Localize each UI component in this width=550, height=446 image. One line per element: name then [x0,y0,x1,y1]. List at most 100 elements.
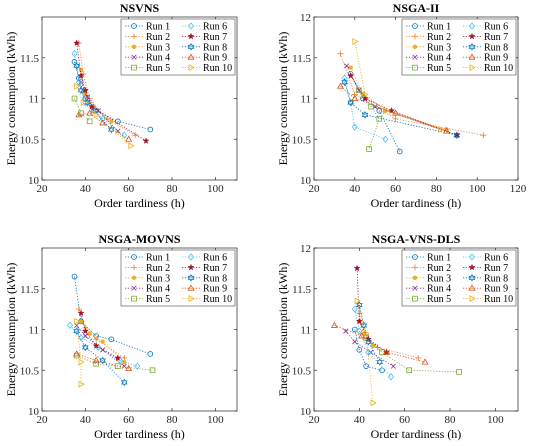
data-point [77,309,85,317]
data-point [382,135,389,143]
data-point [125,135,133,142]
legend-label: Run 5 [427,63,451,74]
data-point [421,358,429,365]
x-tick-label: 80 [431,183,443,195]
data-point [121,378,128,387]
legend-marker [131,33,137,40]
y-tick-label: 10.5 [20,134,40,146]
y-tick-label: 10 [28,175,40,187]
legend-label: Run 2 [146,263,170,274]
series-5 [356,87,383,152]
y-tick-label: 12 [300,12,311,24]
data-point [132,132,139,139]
data-point [365,337,372,346]
data-point [453,131,461,139]
series-8 [73,327,128,387]
data-point [74,317,81,325]
series-10 [354,297,377,407]
chart-panel-4: 20 40 60 80 100 10 10.5 11 11.5 12 NSGA-VNS-DLS Ord… [276,232,519,441]
legend-marker [412,254,418,260]
y-tick-label: 10 [300,175,312,187]
legend-label: Run 7 [484,32,508,43]
data-point [73,327,80,335]
data-point [122,359,127,365]
y-tick-label: 10.5 [292,134,312,146]
data-point [108,336,115,343]
data-point [86,118,93,125]
legend-label: Run 6 [484,253,508,264]
x-tick-label: 60 [123,183,135,195]
x-axis-label: Order tardiness (h) [371,427,462,441]
data-point [93,360,99,367]
data-point [376,358,384,366]
data-point [352,37,359,45]
data-point [415,355,422,362]
legend-label: Run 1 [146,253,170,264]
series-line [69,325,138,367]
legend-label: Run 6 [203,22,227,33]
legend-label: Run 9 [484,53,508,64]
data-point [81,327,89,335]
series-line [74,276,151,355]
x-tick-label: 100 [469,183,486,195]
x-axis-label: Order tardiness (h) [94,196,185,210]
legend-label: Run 10 [484,63,513,74]
series-line [76,86,132,147]
series-9 [330,321,429,365]
legend-marker [468,273,476,282]
x-tick-label: 60 [390,183,402,195]
data-point [355,317,363,325]
series-line [80,82,119,132]
data-point [73,39,81,47]
x-tick-label: 20 [37,414,49,426]
series-line [358,313,419,359]
data-point [71,95,78,102]
series-8 [356,301,384,366]
legend-marker [469,64,476,72]
data-point [100,339,105,344]
legend-marker [468,32,476,40]
data-point [337,82,345,89]
series-line [365,337,460,373]
legend-label: Run 9 [203,53,227,64]
series-line [344,82,457,136]
legend-label: Run 5 [427,294,451,305]
data-point [356,87,362,94]
data-point [77,86,85,95]
legend-label: Run 5 [146,294,170,305]
data-point [128,142,135,150]
data-point [147,351,154,357]
data-point [71,50,78,58]
legend-label: Run 7 [203,32,227,43]
data-point [71,273,78,280]
data-point [358,332,366,339]
legend-label: Run 6 [484,22,508,33]
data-point [75,306,82,313]
data-point [121,131,128,139]
data-point [351,305,358,313]
data-point [351,94,359,101]
legend-label: Run 1 [427,253,451,264]
data-point [78,358,85,366]
data-point [114,354,122,362]
series-line [80,313,118,359]
legend-label: Run 1 [427,22,451,33]
series-9 [75,109,133,142]
y-tick-label: 11 [28,94,39,106]
x-tick-label: 60 [399,414,411,426]
legend-marker [131,264,137,271]
chart-title: NSGA-MOVNS [98,232,180,246]
legend-label: Run 7 [484,263,508,274]
data-point [73,62,80,70]
legend-marker [468,284,476,291]
legend-label: Run 1 [146,22,170,33]
data-point [370,343,376,348]
data-point [87,331,92,336]
legend-label: Run 2 [146,32,170,43]
legend-label: Run 6 [203,253,227,264]
data-point [341,74,348,82]
series-9 [337,82,451,134]
data-point [388,107,396,114]
